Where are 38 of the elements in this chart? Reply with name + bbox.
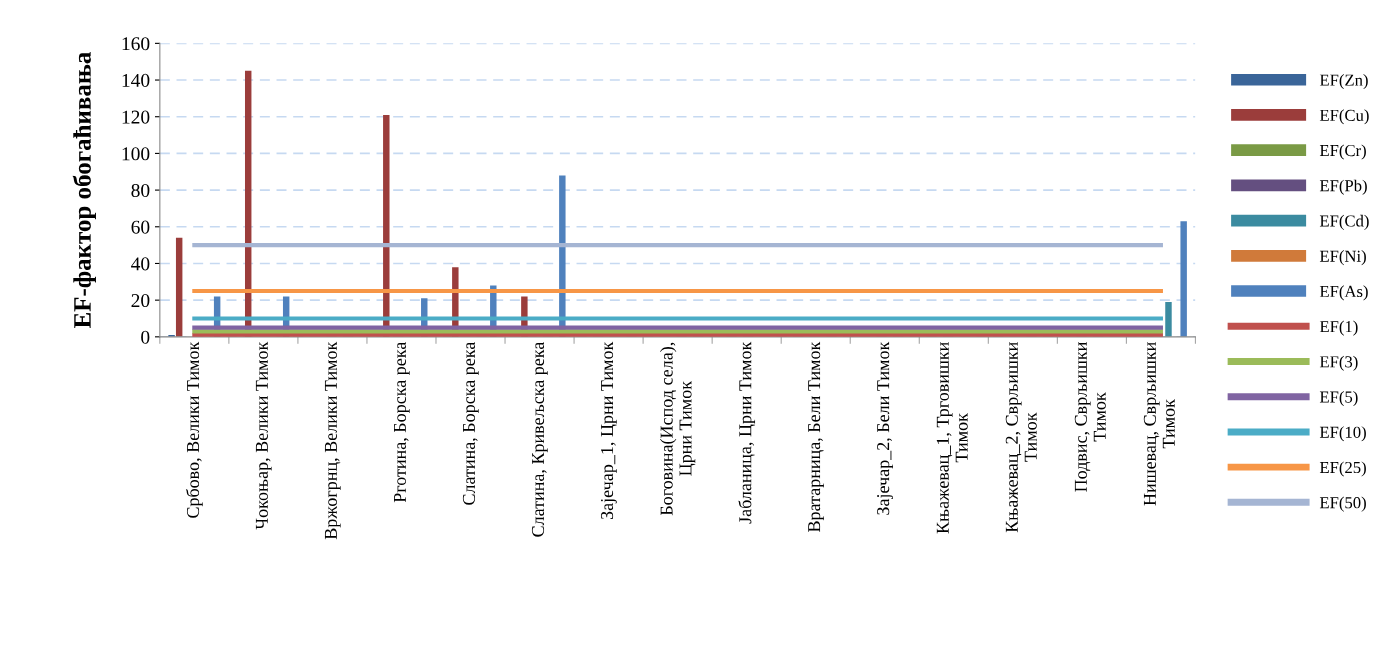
legend-label: EF(Cr) bbox=[1319, 144, 1366, 160]
y-tick-label: 20 bbox=[131, 293, 150, 308]
legend-label: EF(1) bbox=[1319, 320, 1358, 336]
y-tick-label: 0 bbox=[141, 330, 150, 344]
legend-label: EF(50) bbox=[1319, 496, 1366, 512]
legend-label: EF(As) bbox=[1319, 285, 1368, 301]
y-axis-title: EF-фактор обогаћивања bbox=[72, 52, 96, 329]
y-tick-label: 160 bbox=[122, 37, 150, 51]
y-tick-label: 140 bbox=[122, 73, 150, 87]
x-tick-label: Подвис, Сврљишки Тимок bbox=[1074, 342, 1106, 492]
x-tick-label: Књажевац_1, Трговишки Тимок bbox=[936, 342, 968, 534]
legend-label: EF(5) bbox=[1319, 390, 1358, 407]
x-tick-label: Зајечар_1, Црни Тимок bbox=[600, 341, 617, 520]
y-tick-label: 60 bbox=[131, 220, 150, 234]
y-tick-label: 40 bbox=[131, 257, 150, 271]
legend-label: EF(Ni) bbox=[1319, 250, 1366, 266]
legend-label: EF(Pb) bbox=[1319, 179, 1367, 195]
x-tick-label: Чокоњар, Велики Тимок bbox=[255, 341, 272, 530]
x-tick-label: Вратарница, Бели Тимок bbox=[808, 341, 824, 533]
legend-label: EF(Cu) bbox=[1319, 109, 1369, 125]
y-tick-label: 120 bbox=[122, 110, 150, 124]
legend-label: EF(Cd) bbox=[1319, 214, 1369, 230]
y-tick-label: 100 bbox=[122, 147, 150, 161]
legend-label: EF(10) bbox=[1319, 426, 1366, 442]
x-tick-label: Вржогрнц, Велики Тимок bbox=[324, 341, 341, 540]
x-tick-label: Србово, Велики Тимок bbox=[185, 341, 203, 518]
y-tick-label: 80 bbox=[131, 183, 150, 198]
legend-label: EF(25) bbox=[1319, 461, 1366, 477]
x-tick-label: Зајечар_2, Бели Тимок bbox=[877, 341, 893, 515]
x-tick-label: Слатина, Кривељска река bbox=[531, 341, 548, 537]
x-tick-label: Нишевац, Сврљишки Тимок bbox=[1143, 342, 1175, 506]
x-tick-label: Боговина(Испод села), Црни Тимок bbox=[660, 342, 696, 516]
x-tick-label: Књажевац_2, Сврљишки Тимок bbox=[1005, 342, 1037, 533]
x-tick-label: Јабланица, Црни Тимок bbox=[738, 341, 756, 524]
legend-label: EF(Zn) bbox=[1319, 74, 1368, 90]
legend-label: EF(3) bbox=[1319, 355, 1358, 371]
x-tick-label: Рготина, Борска река bbox=[394, 341, 410, 503]
x-tick-label: Слатина, Борска река bbox=[462, 341, 479, 505]
